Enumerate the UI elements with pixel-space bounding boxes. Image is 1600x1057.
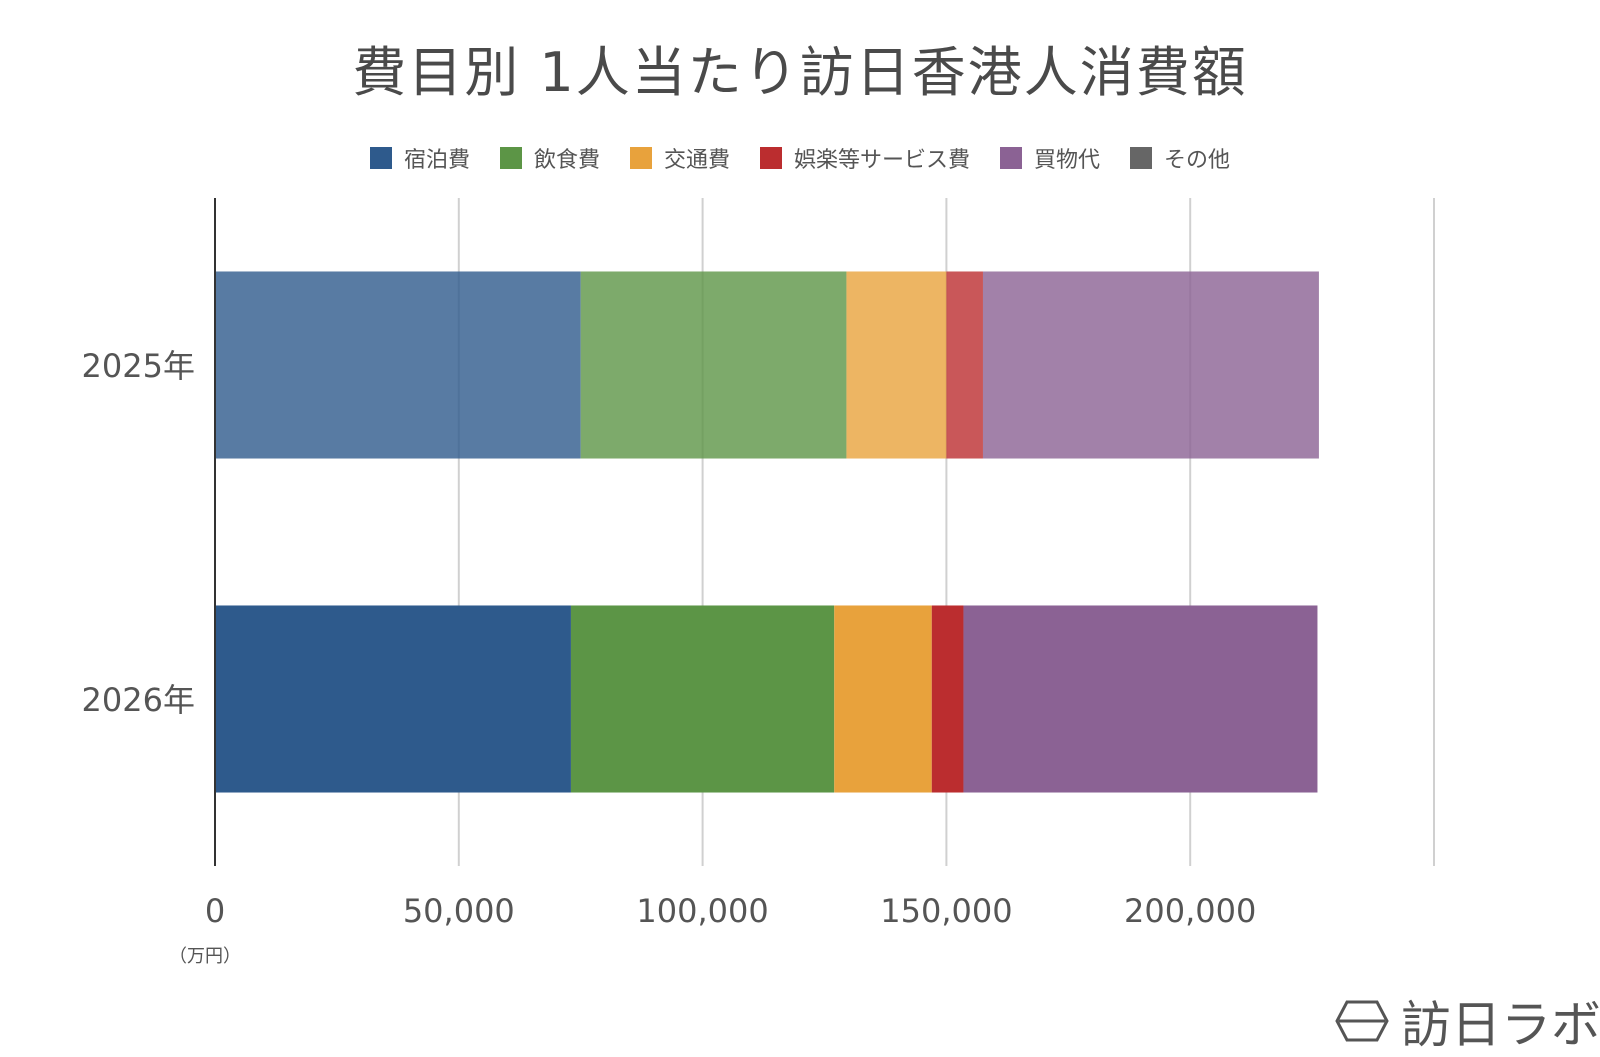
legend-label: 宿泊費 [403,148,470,173]
legend-label: 飲食費 [533,148,600,173]
legend-swatch [369,147,392,169]
legend-swatch [1000,147,1023,169]
legend-label: その他 [1164,148,1231,173]
chart-legend: 宿泊費 飲食費 交通費 娯楽等サービス費 買物代 その他 [0,142,1600,174]
legend-swatch [1130,147,1153,169]
legend-swatch [499,147,522,169]
legend-label: 娯楽等サービス費 [794,148,971,173]
category-label: 2026年 [82,681,195,719]
x-tick-label: 150,000 [880,892,1012,930]
bar-segment [570,605,835,793]
bar-segment [834,605,932,793]
x-tick-label: 100,000 [636,892,768,930]
legend-item: その他 [1130,142,1230,174]
bar-segment [946,271,983,459]
legend-label: 買物代 [1034,148,1101,173]
bar-segment [963,605,1318,793]
legend-item: 娯楽等サービス費 [760,142,970,174]
bar-segment [215,605,571,793]
legend-item: 買物代 [1000,142,1100,174]
bar-segment [931,605,964,793]
chart-title: 費目別 1人当たり訪日香港人消費額 [352,41,1248,104]
legend-label: 交通費 [663,148,730,173]
bar-segment [846,271,947,459]
bar-segment [215,271,581,459]
bar-segment [982,271,1319,459]
legend-item: 飲食費 [499,142,600,174]
x-tick-label: 200,000 [1124,892,1256,930]
category-label: 2025年 [82,347,195,385]
brand-logo: 訪日ラボ [1335,985,1600,1057]
unit-label: （万円） [169,946,241,967]
logo-text: 訪日ラボ [1401,996,1600,1054]
bar-segment [580,271,847,459]
x-tick-label: 0 [205,892,225,930]
legend-item: 交通費 [629,142,730,174]
legend-swatch [629,147,652,169]
hexagon-logo-icon [1335,1000,1389,1042]
legend-item: 宿泊費 [369,142,470,174]
legend-swatch [760,147,782,169]
x-tick-label: 50,000 [403,892,515,930]
